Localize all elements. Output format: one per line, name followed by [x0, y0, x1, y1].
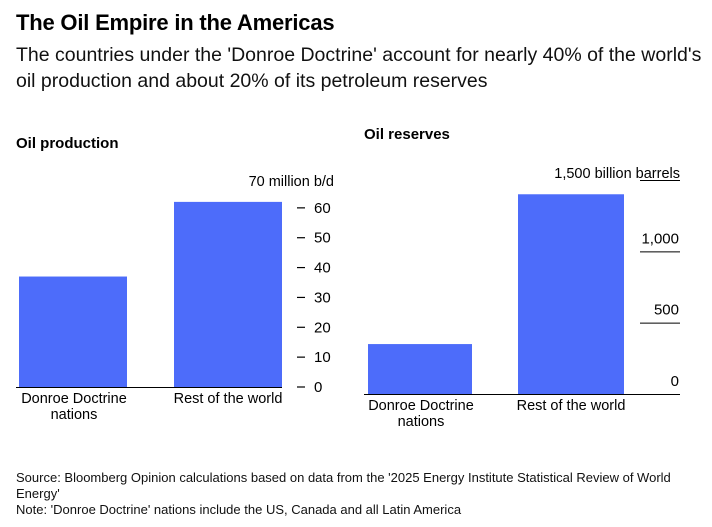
y-tick-label: 30: [314, 289, 331, 306]
bar-donroe-doctrine-nations: [19, 276, 127, 387]
page-subtitle: The countries under the 'Donroe Doctrine…: [16, 44, 702, 92]
category-label: Donroe Doctrine: [368, 398, 474, 414]
scope-note: Note: 'Donroe Doctrine' nations include …: [16, 502, 462, 517]
y-tick-label: 0: [314, 379, 322, 396]
y-tick-label: 10: [314, 349, 331, 366]
y-tick-label: 60: [314, 200, 331, 217]
reserves-chart-title: Oil reserves: [364, 126, 450, 143]
page-title: The Oil Empire in the Americas: [16, 10, 335, 35]
production-chart-title: Oil production: [16, 135, 119, 152]
y-tick-label: 20: [314, 319, 331, 336]
category-label: nations: [51, 407, 98, 423]
y-tick-label: 1,000: [641, 230, 679, 247]
bar-rest-of-the-world: [174, 201, 282, 387]
source-note: Source: Bloomberg Opinion calculations b…: [16, 470, 671, 501]
bar-rest-of-the-world: [518, 194, 624, 394]
category-label: Donroe Doctrine: [21, 391, 127, 407]
y-tick-label: 500: [654, 302, 679, 319]
y-tick-label: 50: [314, 230, 331, 247]
y-tick-label: 0: [671, 373, 679, 390]
bar-donroe-doctrine-nations: [368, 344, 472, 394]
category-label: Rest of the world: [517, 398, 626, 414]
y-tick-label: 40: [314, 260, 331, 277]
y-unit-label: 1,500 billion barrels: [554, 166, 680, 182]
y-unit-label: 70 million b/d: [249, 174, 334, 190]
category-label: Rest of the world: [174, 391, 283, 407]
category-label: nations: [398, 414, 445, 430]
footer: Source: Bloomberg Opinion calculations b…: [16, 470, 696, 518]
